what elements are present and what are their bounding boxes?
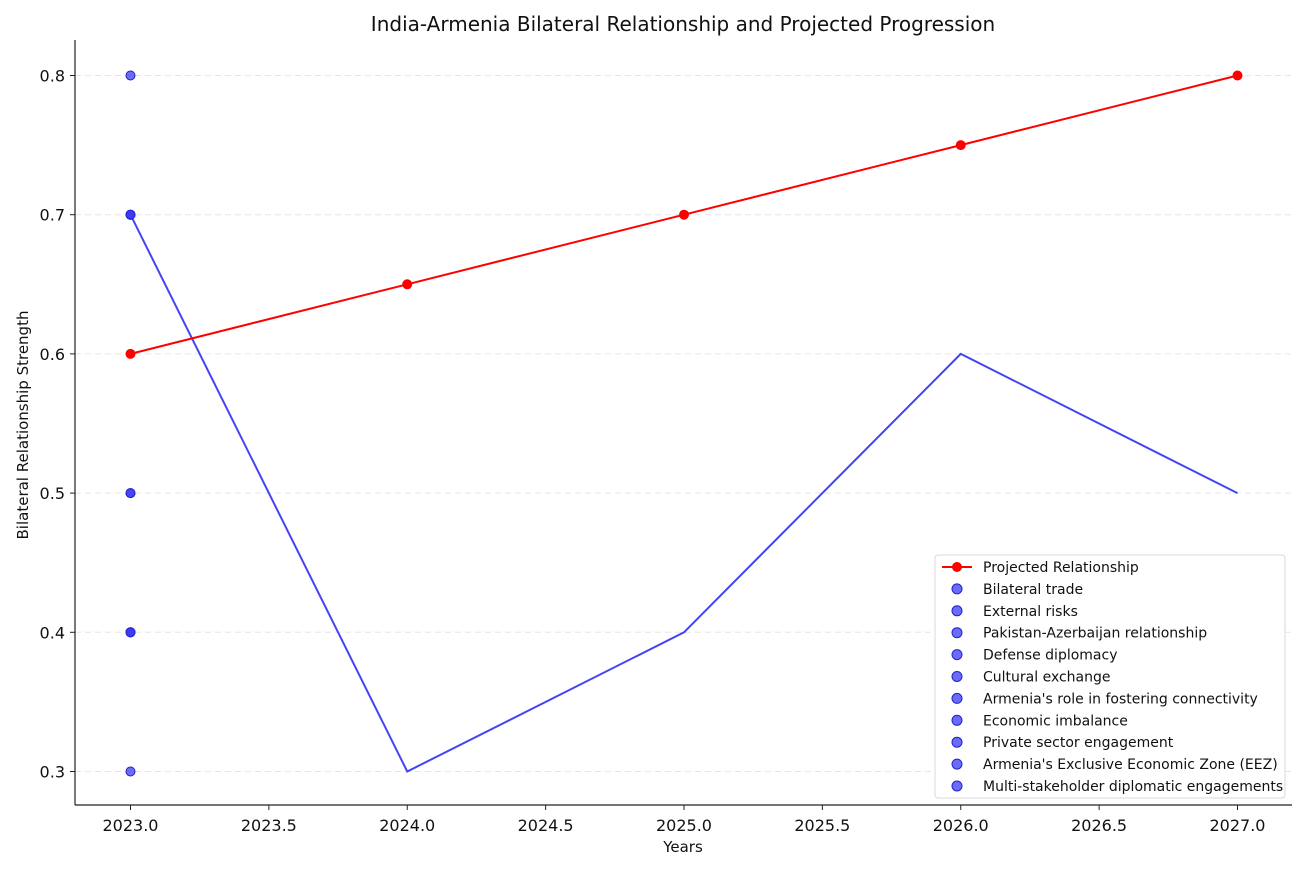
legend-marker-swatch — [951, 583, 963, 595]
projected-point — [125, 348, 136, 359]
legend-marker-swatch — [951, 649, 963, 661]
y-tick-label: 0.3 — [40, 763, 65, 782]
x-tick-label: 2027.0 — [1210, 816, 1266, 835]
projected-point — [955, 140, 966, 151]
x-tick-label: 2024.0 — [379, 816, 435, 835]
y-axis-label: Bilateral Relationship Strength — [14, 311, 32, 540]
legend: Projected Relationship Bilateral trade Ext… — [934, 554, 1286, 799]
x-tick-label: 2025.5 — [794, 816, 850, 835]
legend-label: Pakistan-Azerbaijan relationship — [983, 626, 1207, 642]
x-tick-label: 2026.0 — [933, 816, 989, 835]
y-tick-label: 0.8 — [40, 67, 65, 86]
legend-marker-swatch — [951, 627, 963, 639]
legend-marker-swatch — [951, 605, 963, 617]
y-tick-label: 0.5 — [40, 484, 65, 503]
chart-title: India-Armenia Bilateral Relationship and… — [371, 12, 995, 36]
x-tick-label: 2023.0 — [103, 816, 159, 835]
factor-point — [125, 488, 136, 499]
legend-label: Economic imbalance — [983, 713, 1128, 729]
legend-box — [934, 554, 1286, 799]
factor-point — [125, 209, 136, 220]
y-tick-label: 0.4 — [40, 623, 65, 642]
legend-label: Multi-stakeholder diplomatic engagements — [983, 779, 1283, 795]
projected-point — [1232, 70, 1243, 81]
legend-label: Bilateral trade — [983, 582, 1083, 598]
legend-label: Cultural exchange — [983, 670, 1111, 686]
projected-point — [679, 209, 689, 220]
legend-label: Defense diplomacy — [983, 648, 1117, 664]
factor-point — [125, 766, 136, 777]
ticks: 0.3 0.4 0.5 0.6 0.7 0.8 2023.0 2023.5 2024.0 2024… — [40, 67, 1266, 836]
blue-series-line — [129, 214, 1238, 773]
legend-marker-swatch — [951, 671, 963, 682]
y-tick-label: 0.6 — [40, 345, 65, 364]
x-tick-label: 2023.5 — [241, 816, 297, 835]
x-tick-label: 2024.5 — [518, 816, 574, 835]
y-tick-label: 0.7 — [40, 206, 65, 225]
series — [125, 70, 1243, 777]
legend-marker-swatch — [951, 736, 963, 748]
legend-marker-swatch — [951, 692, 963, 704]
factor-point — [125, 627, 136, 638]
factor-point — [125, 70, 136, 81]
legend-label: Private sector engagement — [983, 735, 1174, 751]
legend-marker-swatch — [951, 780, 963, 792]
legend-label: Projected Relationship — [983, 560, 1139, 576]
legend-label: Armenia's role in fostering connectivity — [983, 691, 1258, 707]
projected-point — [402, 279, 413, 290]
legend-label: Armenia's Exclusive Economic Zone (EEZ) — [983, 757, 1278, 773]
legend-marker-swatch — [952, 562, 962, 572]
x-tick-label: 2025.0 — [656, 816, 712, 835]
legend-label: External risks — [983, 604, 1078, 620]
x-tick-label: 2026.5 — [1071, 816, 1127, 835]
x-axis-label: Years — [662, 838, 703, 856]
legend-marker-swatch — [951, 714, 963, 726]
legend-marker-swatch — [951, 758, 963, 770]
